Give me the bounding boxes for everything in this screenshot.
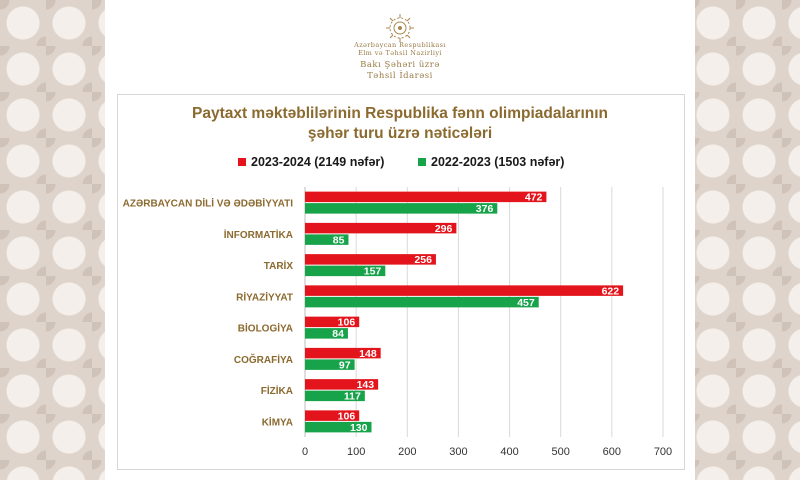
category-label: RİYAZİYYAT [236, 290, 293, 303]
x-tick-label: 0 [302, 446, 308, 458]
bar-value-label: 84 [332, 328, 344, 340]
category-label: İNFORMATİKA [224, 228, 293, 241]
x-tick-label: 700 [654, 446, 672, 458]
x-tick-label: 100 [347, 446, 365, 458]
bar-value-label: 130 [350, 422, 368, 434]
bar-value-label: 256 [414, 254, 432, 266]
bar-2022-2023 [305, 359, 355, 370]
category-label: BİOLOGİYA [238, 322, 293, 335]
bar-value-label: 143 [357, 379, 375, 391]
x-tick-label: 400 [500, 446, 518, 458]
bar-value-label: 472 [525, 192, 543, 204]
bar-2023-2024 [305, 222, 457, 234]
x-tick-label: 200 [398, 446, 416, 458]
bar-value-label: 117 [344, 391, 361, 403]
bar-value-label: 85 [333, 234, 345, 246]
bar-value-label: 376 [476, 203, 494, 215]
ministry-emblem-icon [386, 14, 414, 42]
bar-2023-2024 [305, 316, 360, 328]
org-department-line1: Bakı Şəhəri üzrə [360, 60, 440, 70]
bar-2023-2024 [305, 285, 624, 296]
bar-2022-2023 [305, 390, 365, 402]
bar-value-label: 148 [359, 348, 377, 360]
chart-frame [117, 94, 685, 470]
category-label: FİZİKA [261, 384, 293, 397]
legend-swatch-1 [238, 158, 246, 166]
legend-label-1: 2023-2024 (2149 nəfər) [251, 155, 384, 169]
bar-2023-2024 [305, 379, 379, 390]
x-tick-label: 600 [603, 446, 621, 458]
bar-value-label: 97 [339, 359, 351, 371]
bar-2023-2024 [305, 254, 436, 265]
bar-value-label: 106 [338, 410, 356, 422]
bar-value-label: 157 [364, 266, 382, 278]
bar-value-label: 457 [517, 297, 535, 309]
bar-value-label: 296 [435, 223, 453, 235]
x-tick-label: 500 [552, 446, 570, 458]
org-department-line2: Təhsil İdarəsi [367, 71, 433, 81]
chart-title-line1: Paytaxt məktəblilərinin Respublika fənn … [191, 105, 609, 122]
legend-swatch-2 [418, 158, 426, 166]
bar-2022-2023 [305, 296, 539, 308]
bar-2023-2024 [305, 191, 547, 203]
legend-label-2: 2022-2023 (1503 nəfər) [431, 155, 564, 169]
bar-2022-2023 [305, 328, 348, 339]
category-label: AZƏRBAYCAN DİLİ VƏ ƏDƏBİYYATI [123, 197, 294, 210]
category-label: KİMYA [262, 415, 293, 428]
org-ministry-line1: Azərbaycan Respublikası [354, 41, 446, 49]
org-ministry-line2: Elm və Təhsil Nazirliyi [358, 49, 442, 57]
bar-2023-2024 [305, 410, 360, 421]
chart-title-line2: şəhər turu üzrə nəticələri [307, 125, 493, 142]
category-label: COĞRAFİYA [234, 353, 293, 366]
bar-2022-2023 [305, 234, 349, 245]
bar-value-label: 622 [602, 285, 620, 297]
bar-2022-2023 [305, 421, 372, 433]
bar-value-label: 106 [338, 317, 356, 329]
bar-2022-2023 [305, 265, 386, 277]
bar-2022-2023 [305, 203, 498, 214]
category-label: TARİX [264, 259, 294, 272]
x-tick-label: 300 [449, 446, 467, 458]
bar-2023-2024 [305, 347, 381, 359]
